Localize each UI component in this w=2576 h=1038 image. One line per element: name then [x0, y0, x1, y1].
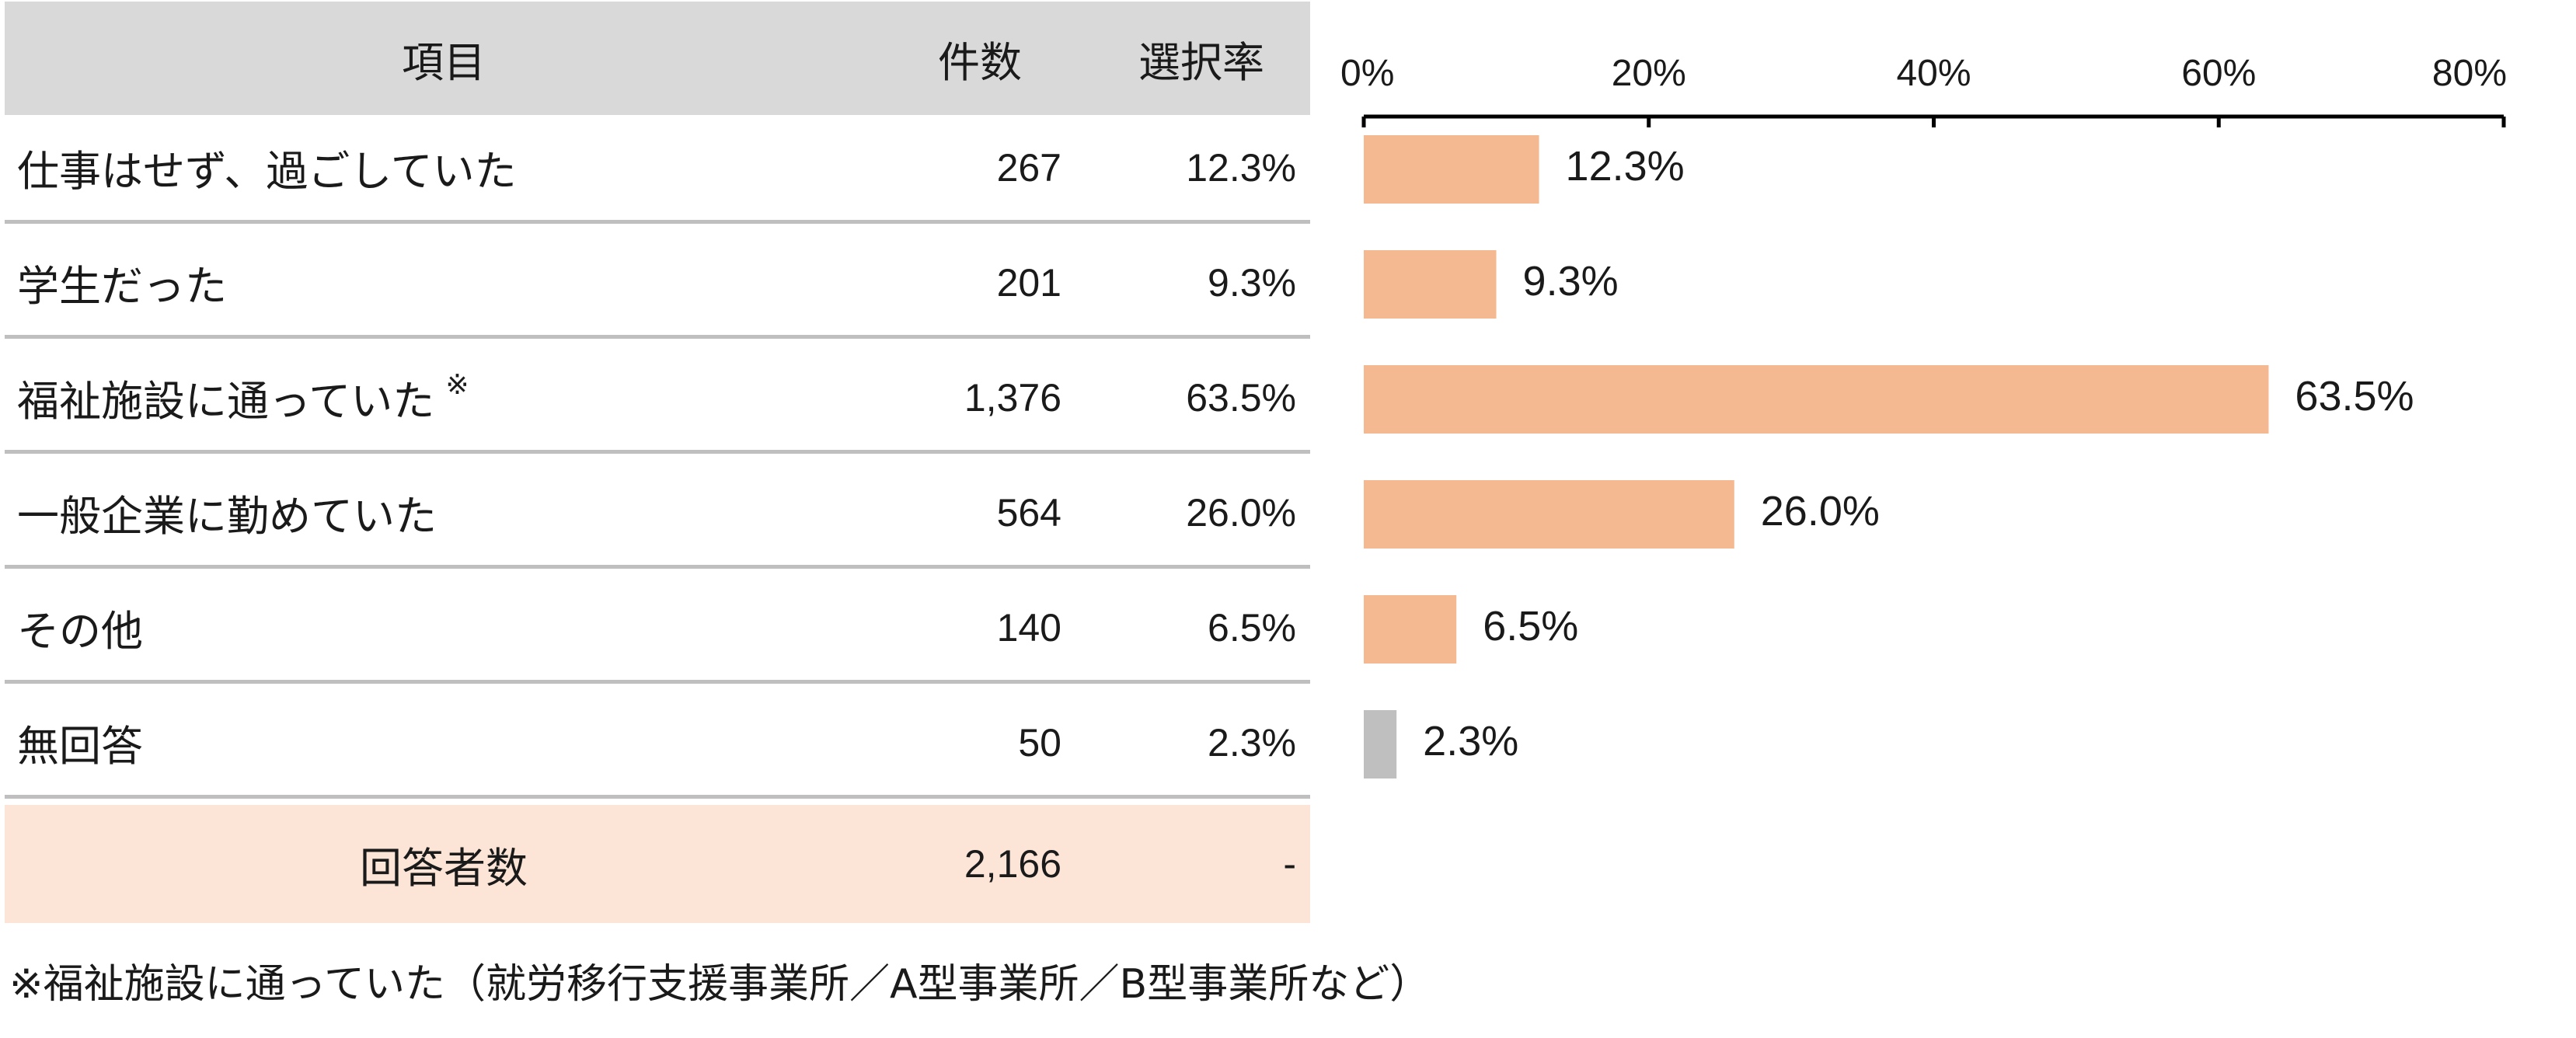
total-label: 回答者数	[360, 843, 528, 893]
bar	[1364, 135, 1539, 204]
header-count: 件数	[938, 37, 1022, 87]
x-tick-label: 0%	[1340, 53, 1394, 94]
x-tick-label: 20%	[1612, 53, 1686, 94]
row-label-with-mark: 福祉施設に通っていた ※	[17, 345, 833, 450]
bar-data-label: 12.3%	[1566, 143, 1685, 190]
table-total-row: 回答者数 2,166 -	[5, 805, 1310, 923]
bar-data-label: 9.3%	[1523, 258, 1619, 305]
x-tick-label: 60%	[2181, 53, 2256, 94]
bar-data-label: 63.5%	[2295, 373, 2414, 420]
row-rate: 63.5%	[1186, 375, 1296, 420]
table-row: 学生だった 201 9.3%	[5, 230, 1310, 339]
bar	[1364, 710, 1397, 778]
bar-data-label: 26.0%	[1761, 488, 1880, 535]
row-count: 564	[996, 490, 1061, 535]
table-row: 一般企業に勤めていた 564 26.0%	[5, 460, 1310, 569]
table-row: 無回答 50 2.3%	[5, 690, 1310, 799]
row-count: 50	[1018, 720, 1061, 765]
total-rate: -	[1283, 842, 1296, 886]
bar-data-label: 2.3%	[1423, 718, 1518, 765]
table-row: 仕事はせず、過ごしていた 267 12.3%	[5, 115, 1310, 224]
bar	[1364, 250, 1497, 319]
bar	[1364, 480, 1734, 549]
bar	[1364, 365, 2269, 434]
x-tick-label: 40%	[1896, 53, 1971, 94]
row-label: 一般企業に勤めていた	[17, 492, 437, 541]
row-rate: 26.0%	[1186, 490, 1296, 535]
table-row: その他 140 6.5%	[5, 575, 1310, 684]
total-count: 2,166	[964, 842, 1061, 886]
row-count: 267	[996, 145, 1061, 190]
row-label: 仕事はせず、過ごしていた	[17, 147, 517, 196]
table-row: 福祉施設に通っていた ※ 1,376 63.5%	[5, 345, 1310, 454]
x-tick-label: 80%	[2432, 53, 2507, 94]
row-count: 1,376	[964, 375, 1061, 420]
row-label: 学生だった	[17, 262, 227, 311]
row-count: 201	[996, 260, 1061, 305]
footnote: ※福祉施設に通っていた（就労移行支援事業所／A型事業所／B型事業所など）	[9, 961, 1431, 1008]
bar-data-label: 6.5%	[1483, 603, 1578, 650]
header-rate: 選択率	[1138, 37, 1264, 87]
header-item: 項目	[402, 37, 486, 87]
row-label: 無回答	[17, 722, 143, 771]
row-count: 140	[996, 605, 1061, 650]
footnote-mark: ※	[445, 369, 469, 401]
row-rate: 12.3%	[1186, 145, 1296, 190]
row-rate: 2.3%	[1208, 720, 1296, 765]
bar	[1364, 595, 1457, 664]
row-rate: 6.5%	[1208, 605, 1296, 650]
row-rate: 9.3%	[1208, 260, 1296, 305]
row-label: その他	[17, 607, 143, 656]
row-label: 福祉施設に通っていた	[17, 377, 435, 426]
table-header-row: 項目 件数 選択率	[5, 2, 1310, 115]
